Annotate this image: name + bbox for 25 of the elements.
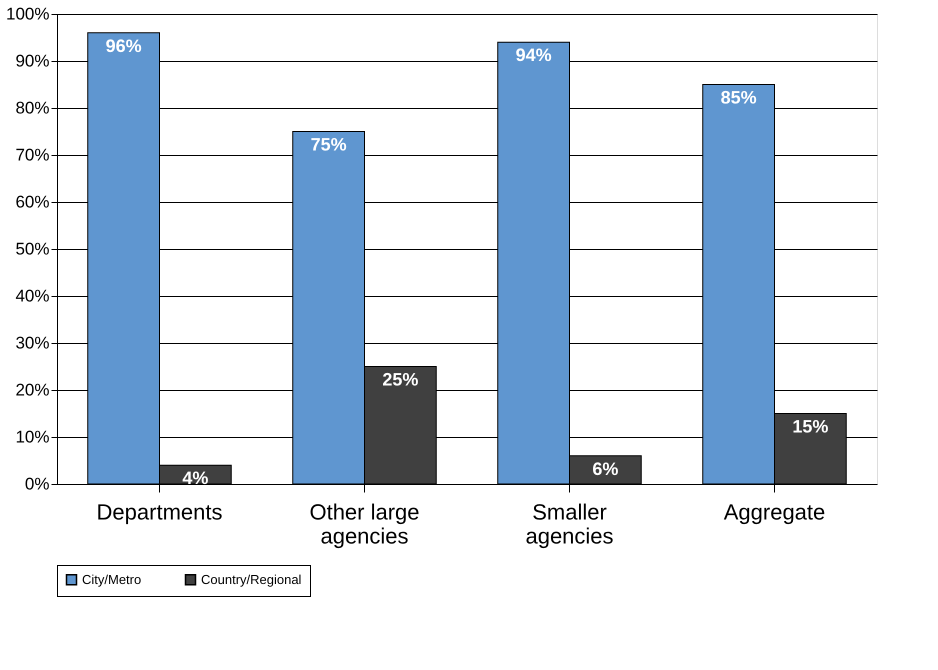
text: 15% bbox=[792, 416, 828, 436]
legend-label: City/Metro bbox=[82, 572, 142, 587]
y-tick-label: 10% bbox=[15, 428, 50, 446]
y-tick-label: 90% bbox=[15, 52, 50, 70]
y-tick-label: 60% bbox=[15, 192, 50, 212]
x-tick-label: Other large agencies bbox=[309, 500, 420, 548]
y-tick-label: 70% bbox=[15, 146, 50, 164]
y-tick-label: 40% bbox=[15, 286, 50, 306]
y-tick-label: 100% bbox=[6, 4, 50, 24]
text: 85% bbox=[720, 88, 757, 108]
text: 75% bbox=[310, 134, 347, 154]
y-tick-label: 80% bbox=[15, 98, 50, 118]
y-tick-label: 0% bbox=[24, 474, 50, 494]
y-tick-label: 30% bbox=[15, 334, 50, 352]
y-tick-label: 50% bbox=[15, 240, 50, 258]
legend-label: Country/Regional bbox=[201, 572, 302, 587]
x-tick-label: Departments bbox=[96, 500, 222, 524]
y-tick-label: 20% bbox=[15, 380, 50, 400]
text: 25% bbox=[382, 370, 418, 390]
x-tick-label: Smaller agencies bbox=[525, 500, 614, 548]
text: 94% bbox=[516, 45, 552, 66]
text: 6% bbox=[592, 458, 618, 479]
text: 4% bbox=[182, 468, 208, 488]
x-tick-label: Aggregate bbox=[724, 500, 826, 524]
text: 96% bbox=[106, 36, 142, 56]
